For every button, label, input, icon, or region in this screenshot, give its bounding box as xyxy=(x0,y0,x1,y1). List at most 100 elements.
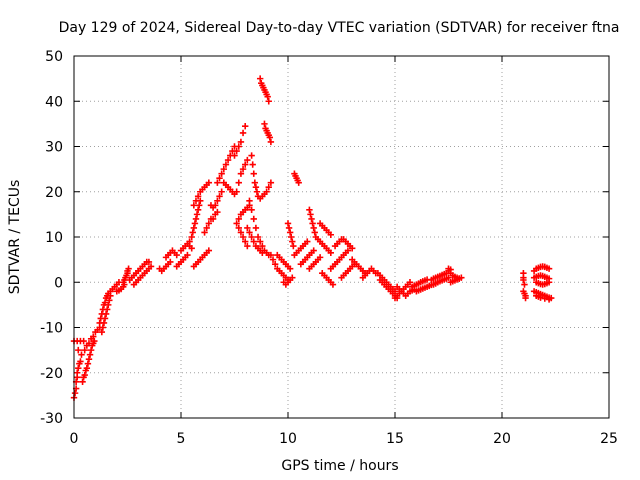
data-point xyxy=(252,184,260,191)
data-point xyxy=(250,215,257,223)
data-point xyxy=(203,224,210,232)
data-point xyxy=(184,251,191,259)
data-point xyxy=(205,247,213,254)
data-point xyxy=(252,224,260,232)
data-point xyxy=(248,233,255,241)
data-point xyxy=(242,122,249,130)
data-point xyxy=(194,193,202,200)
data-point xyxy=(285,224,293,232)
data-point xyxy=(266,134,274,141)
data-point xyxy=(85,340,93,347)
data-point xyxy=(147,263,155,270)
data-point xyxy=(248,152,255,159)
data-point xyxy=(248,206,255,214)
data-point xyxy=(286,265,294,272)
data-point xyxy=(256,238,264,245)
data-point xyxy=(101,299,109,306)
tick-labels: 0 5 10 15 20 25 -30 -20 -10 0 10 20 30 40 50 xyxy=(40,49,618,447)
data-point xyxy=(306,206,313,214)
data-point xyxy=(406,279,414,286)
data-point xyxy=(71,389,79,397)
y-tick-label: 30 xyxy=(45,140,63,156)
data-point xyxy=(545,279,553,286)
data-point xyxy=(106,297,113,304)
y-tick-label: 20 xyxy=(45,185,63,201)
data-point xyxy=(246,197,253,204)
data-point xyxy=(541,295,548,302)
data-point xyxy=(289,238,296,245)
data-point xyxy=(233,147,240,155)
data-point xyxy=(545,265,553,272)
data-point xyxy=(237,229,245,236)
data-point xyxy=(75,346,82,354)
data-point xyxy=(188,233,195,241)
data-point xyxy=(235,179,242,186)
data-point xyxy=(74,369,81,376)
data-point xyxy=(86,351,94,358)
data-point xyxy=(224,156,232,164)
x-axis-label: GPS time / hours xyxy=(281,458,398,474)
data-point xyxy=(310,247,317,254)
data-point xyxy=(290,242,297,250)
data-point xyxy=(310,224,317,232)
data-point xyxy=(190,224,198,232)
x-tick-label: 5 xyxy=(177,431,186,447)
data-point xyxy=(327,249,334,257)
data-point xyxy=(201,229,208,236)
data-point xyxy=(91,337,98,345)
data-point xyxy=(244,156,251,164)
data-point xyxy=(167,258,174,266)
data-point xyxy=(216,193,223,200)
data-point xyxy=(233,188,240,195)
data-point xyxy=(87,346,95,354)
data-point xyxy=(102,310,110,318)
data-point xyxy=(349,245,356,252)
data-point xyxy=(304,238,311,245)
data-point xyxy=(259,242,266,250)
data-point xyxy=(214,197,221,204)
data-point xyxy=(79,378,86,385)
data-point xyxy=(233,220,240,227)
data-point xyxy=(286,229,294,236)
data-point xyxy=(545,296,553,303)
data-point xyxy=(289,274,296,281)
x-tick-label: 25 xyxy=(600,431,618,447)
data-point xyxy=(214,179,221,186)
data-point xyxy=(244,224,251,232)
data-point xyxy=(267,251,275,259)
data-point xyxy=(218,188,225,195)
data-point xyxy=(239,165,247,173)
data-point xyxy=(218,170,225,177)
chart-title: Day 129 of 2024, Sidereal Day-to-day VTE… xyxy=(59,20,620,36)
data-point xyxy=(81,371,88,379)
y-tick-label: 10 xyxy=(45,230,63,246)
data-point xyxy=(99,324,107,331)
data-point xyxy=(256,75,264,82)
data-point xyxy=(100,319,108,327)
data-point xyxy=(309,220,316,227)
data-point xyxy=(84,360,92,367)
data-point xyxy=(145,258,153,266)
data-point xyxy=(235,224,242,232)
y-tick-label: 0 xyxy=(54,275,63,291)
data-point xyxy=(85,355,93,363)
data-point xyxy=(192,197,200,204)
data-point xyxy=(239,233,247,241)
data-point xyxy=(265,98,272,105)
x-tick-label: 0 xyxy=(70,431,79,447)
data-point xyxy=(307,211,314,218)
data-point xyxy=(191,220,199,227)
y-tick-label: 50 xyxy=(45,49,63,65)
data-point xyxy=(308,215,315,223)
data-point xyxy=(189,229,196,236)
data-point xyxy=(103,306,111,313)
data-point xyxy=(212,202,219,209)
data-point xyxy=(269,256,277,263)
data-point xyxy=(90,333,97,340)
data-point xyxy=(311,229,318,236)
grid-lines xyxy=(74,56,609,418)
data-point xyxy=(193,211,201,218)
data-point xyxy=(186,238,193,245)
data-point xyxy=(222,161,230,168)
